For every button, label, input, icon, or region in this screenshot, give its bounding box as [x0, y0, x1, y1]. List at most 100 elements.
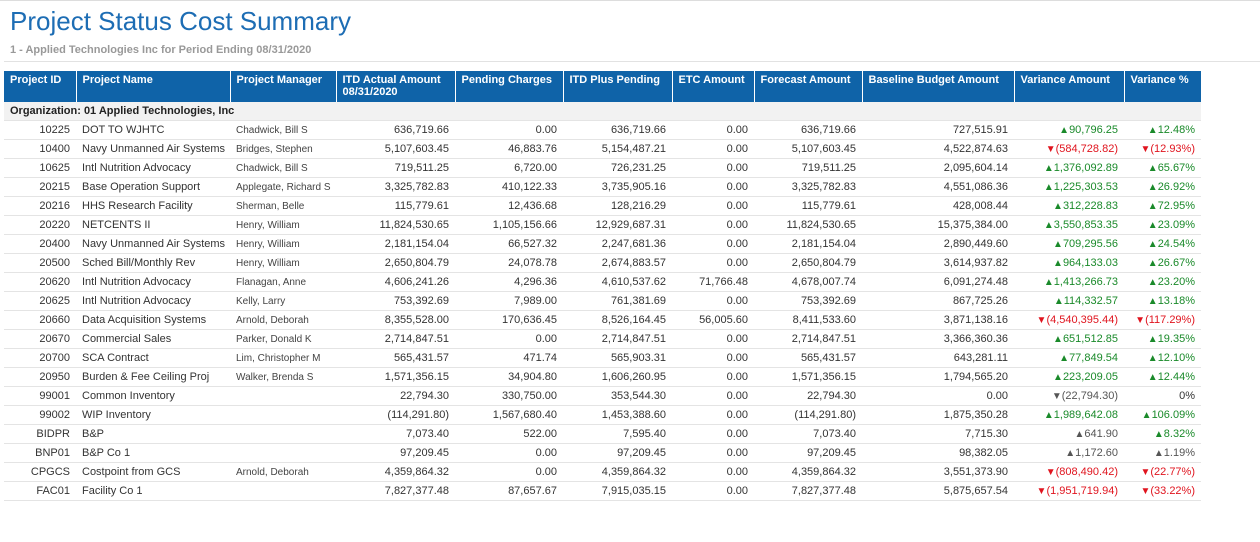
- itd-actual: 565,431.57: [336, 348, 455, 368]
- itd-plus-pending: 2,674,883.57: [563, 253, 672, 273]
- pending-charges: 330,750.00: [455, 386, 563, 406]
- variance-value: 13.18%: [1157, 295, 1195, 307]
- itd-actual: 4,359,864.32: [336, 462, 455, 482]
- itd-actual: 97,209.45: [336, 443, 455, 463]
- variance-value: 8.32%: [1163, 428, 1195, 440]
- forecast-amount: 753,392.69: [754, 291, 862, 311]
- column-header: Forecast Amount: [754, 71, 863, 102]
- project-id: 10400: [4, 139, 76, 159]
- baseline-budget: 4,551,086.36: [862, 177, 1014, 197]
- pending-charges: 0.00: [455, 443, 563, 463]
- variance-value: 1,413,266.73: [1053, 276, 1118, 288]
- project-manager: [230, 481, 336, 501]
- itd-plus-pending: 4,610,537.62: [563, 272, 672, 292]
- baseline-budget: 2,095,604.14: [862, 158, 1014, 178]
- project-name: Navy Unmanned Air Systems: [76, 139, 230, 159]
- variance-cell: ▲106.09%: [1124, 405, 1201, 425]
- column-header: Pending Charges: [455, 71, 564, 102]
- status-table: Project ID Project Name Project Manager ITD…: [4, 71, 1202, 501]
- etc-amount: 0.00: [672, 481, 754, 501]
- project-id: 10625: [4, 158, 76, 178]
- project-name: DOT TO WJHTC: [76, 120, 230, 140]
- variance-cell: ▲26.67%: [1124, 253, 1201, 273]
- up-arrow: ▲: [1059, 125, 1070, 136]
- variance-cell: ▲90,796.25: [1014, 120, 1124, 140]
- variance-value: 1,172.60: [1075, 447, 1118, 459]
- variance-cell: ▼(117.29%): [1124, 310, 1201, 330]
- project-manager: Arnold, Deborah: [230, 310, 336, 330]
- pending-charges: 0.00: [455, 462, 563, 482]
- itd-actual: 719,511.25: [336, 158, 455, 178]
- column-header: ITD Plus Pending: [563, 71, 673, 102]
- baseline-budget: 428,008.44: [862, 196, 1014, 216]
- project-name: Common Inventory: [76, 386, 230, 406]
- up-arrow: ▲: [1153, 429, 1164, 440]
- column-header: Variance Amount: [1014, 71, 1125, 102]
- etc-amount: 0.00: [672, 329, 754, 349]
- baseline-budget: 1,794,565.20: [862, 367, 1014, 387]
- forecast-amount: 565,431.57: [754, 348, 862, 368]
- down-arrow: ▼: [1036, 486, 1047, 497]
- table-row: BNP01 B&P Co 1 97,209.45 0.00 97,209.45 0.00 9…: [4, 443, 1201, 463]
- baseline-budget: 98,382.05: [862, 443, 1014, 463]
- variance-value: 3,550,853.35: [1053, 219, 1118, 231]
- variance-value: 26.67%: [1157, 257, 1195, 269]
- forecast-amount: (114,291.80): [754, 405, 862, 425]
- forecast-amount: 8,411,533.60: [754, 310, 862, 330]
- itd-plus-pending: 4,359,864.32: [563, 462, 672, 482]
- up-arrow: ▲: [1043, 220, 1054, 231]
- etc-amount: 0.00: [672, 443, 754, 463]
- project-manager: Sherman, Belle: [230, 196, 336, 216]
- up-arrow: ▲: [1053, 201, 1063, 212]
- variance-value: 651,512.85: [1062, 333, 1118, 345]
- variance-cell: ▲3,550,853.35: [1014, 215, 1124, 235]
- table-row: 20500 Sched Bill/Monthly Rev Henry, Willia…: [4, 253, 1201, 273]
- column-header: ETC Amount: [672, 71, 755, 102]
- project-id: 99002: [4, 405, 76, 425]
- up-arrow: ▲: [1053, 258, 1063, 269]
- baseline-budget: 2,890,449.60: [862, 234, 1014, 254]
- up-arrow: ▲: [1147, 372, 1158, 383]
- project-id: 20215: [4, 177, 76, 197]
- project-name: SCA Contract: [76, 348, 230, 368]
- itd-actual: (114,291.80): [336, 405, 455, 425]
- variance-value: 12.48%: [1157, 124, 1195, 136]
- project-name: Intl Nutrition Advocacy: [76, 158, 230, 178]
- table-row: 10400 Navy Unmanned Air Systems Bridges, S…: [4, 139, 1201, 159]
- variance-cell: ▲1,376,092.89: [1014, 158, 1124, 178]
- variance-value: 24.54%: [1157, 238, 1195, 250]
- pending-charges: 7,989.00: [455, 291, 563, 311]
- project-name: B&P: [76, 424, 230, 444]
- forecast-amount: 4,359,864.32: [754, 462, 862, 482]
- variance-cell: 0%: [1124, 386, 1201, 406]
- variance-value: 0%: [1179, 390, 1195, 402]
- column-header: Variance %: [1124, 71, 1202, 102]
- up-arrow: ▲: [1065, 448, 1076, 459]
- variance-value: (584,728.82): [1055, 143, 1118, 155]
- variance-value: 964,133.03: [1062, 257, 1118, 269]
- variance-cell: ▼(808,490.42): [1014, 462, 1124, 482]
- project-name: Data Acquisition Systems: [76, 310, 230, 330]
- variance-value: 26.92%: [1157, 181, 1195, 193]
- table-row: 99002 WIP Inventory (114,291.80) 1,567,680.…: [4, 405, 1201, 425]
- up-arrow: ▲: [1147, 353, 1158, 364]
- pending-charges: 6,720.00: [455, 158, 563, 178]
- up-arrow: ▲: [1053, 239, 1063, 250]
- project-id: 20400: [4, 234, 76, 254]
- up-arrow: ▲: [1147, 201, 1158, 212]
- project-name: Commercial Sales: [76, 329, 230, 349]
- pending-charges: 87,657.67: [455, 481, 563, 501]
- variance-value: 709,295.56: [1062, 238, 1118, 250]
- report-title: Project Status Cost Summary: [10, 6, 351, 36]
- variance-cell: ▲26.92%: [1124, 177, 1201, 197]
- itd-plus-pending: 12,929,687.31: [563, 215, 672, 235]
- project-id: 20620: [4, 272, 76, 292]
- itd-actual: 22,794.30: [336, 386, 455, 406]
- project-name: B&P Co 1: [76, 443, 230, 463]
- variance-cell: ▲651,512.85: [1014, 329, 1124, 349]
- itd-plus-pending: 1,453,388.60: [563, 405, 672, 425]
- project-manager: Henry, William: [230, 253, 336, 273]
- itd-plus-pending: 2,247,681.36: [563, 234, 672, 254]
- pending-charges: 471.74: [455, 348, 563, 368]
